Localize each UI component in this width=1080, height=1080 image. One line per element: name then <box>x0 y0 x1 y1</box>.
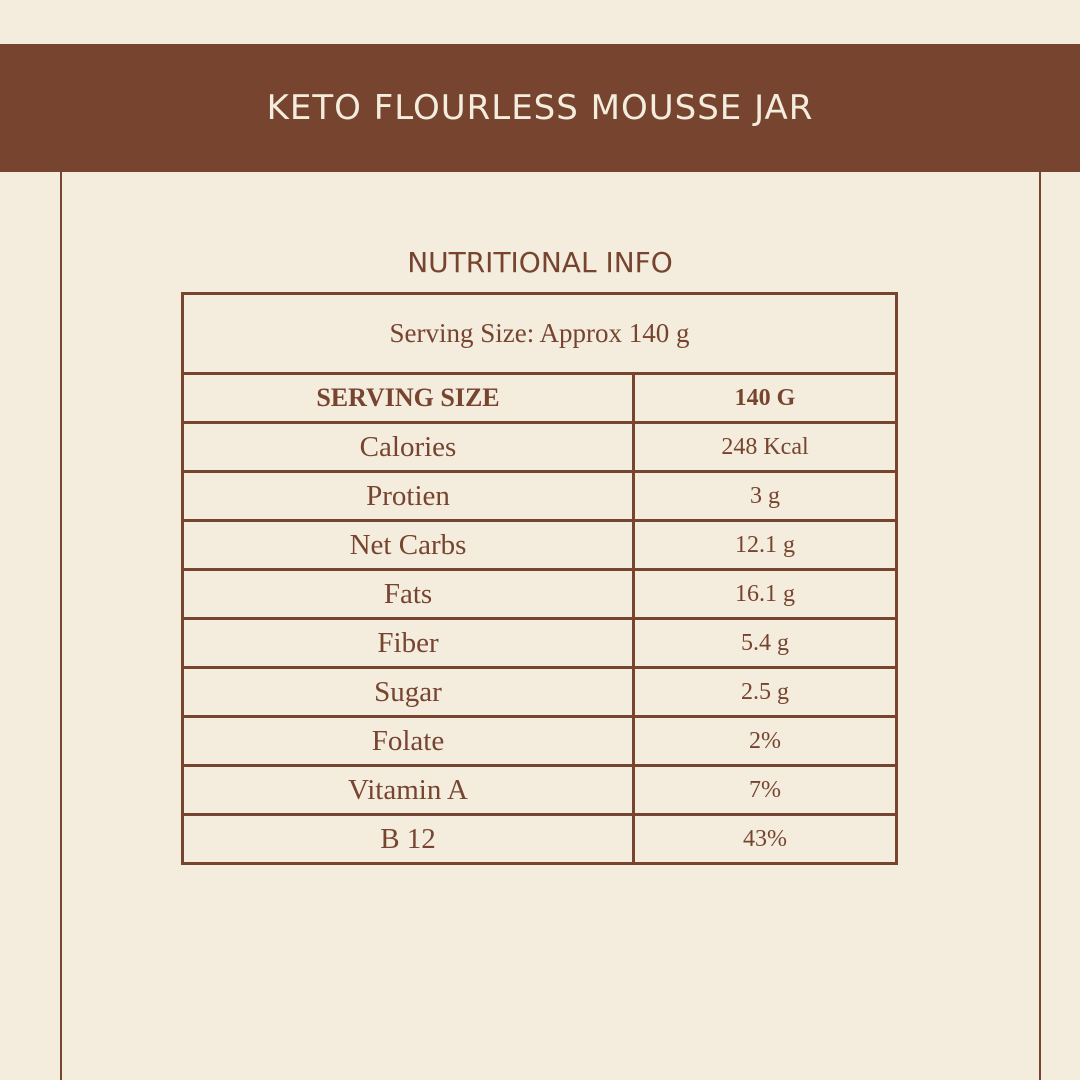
table-row: Net Carbs 12.1 g <box>181 519 898 571</box>
section-title: NUTRITIONAL INFO <box>407 246 673 279</box>
table-header-row: SERVING SIZE 140 G <box>181 372 898 424</box>
page-title: KETO FLOURLESS MOUSSE JAR <box>266 88 814 128</box>
nutrient-value: 2.5 g <box>632 666 898 718</box>
nutrient-label: B 12 <box>181 813 635 865</box>
table-row: Protien 3 g <box>181 470 898 522</box>
nutrient-value: 3 g <box>632 470 898 522</box>
nutrient-value: 16.1 g <box>632 568 898 620</box>
header-label: SERVING SIZE <box>181 372 635 424</box>
nutrient-value: 7% <box>632 764 898 816</box>
nutrient-label: Fats <box>181 568 635 620</box>
nutrient-value: 5.4 g <box>632 617 898 669</box>
nutrient-value: 12.1 g <box>632 519 898 571</box>
nutrient-label: Fiber <box>181 617 635 669</box>
table-row: Fiber 5.4 g <box>181 617 898 669</box>
title-banner: KETO FLOURLESS MOUSSE JAR <box>0 44 1080 172</box>
nutrient-label: Calories <box>181 421 635 473</box>
nutrient-value: 248 Kcal <box>632 421 898 473</box>
right-border-line <box>1039 172 1041 1080</box>
nutrient-value: 2% <box>632 715 898 767</box>
nutrient-value: 43% <box>632 813 898 865</box>
table-row: Fats 16.1 g <box>181 568 898 620</box>
nutrient-label: Protien <box>181 470 635 522</box>
nutrition-table: Serving Size: Approx 140 g SERVING SIZE … <box>181 292 898 865</box>
serving-note: Serving Size: Approx 140 g <box>181 292 898 375</box>
table-row: Sugar 2.5 g <box>181 666 898 718</box>
table-row: Vitamin A 7% <box>181 764 898 816</box>
nutrient-label: Vitamin A <box>181 764 635 816</box>
table-row: B 12 43% <box>181 813 898 865</box>
table-row: Calories 248 Kcal <box>181 421 898 473</box>
nutrient-label: Folate <box>181 715 635 767</box>
table-row: Folate 2% <box>181 715 898 767</box>
nutrient-label: Sugar <box>181 666 635 718</box>
left-border-line <box>60 172 62 1080</box>
header-value: 140 G <box>632 372 898 424</box>
nutrient-label: Net Carbs <box>181 519 635 571</box>
